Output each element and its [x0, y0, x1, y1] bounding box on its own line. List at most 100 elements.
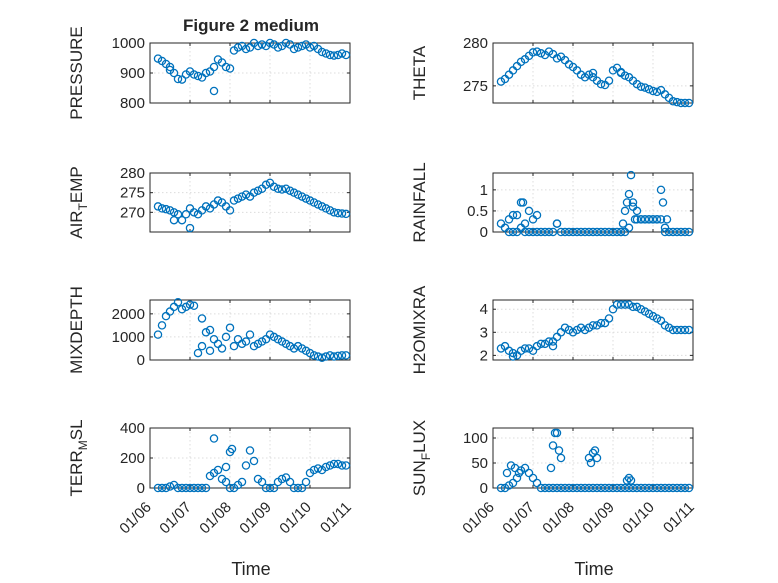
data-point — [313, 464, 323, 473]
y-tick-label: 2000 — [112, 306, 145, 323]
data-point — [269, 483, 279, 493]
data-point — [588, 227, 598, 237]
data-point — [221, 462, 231, 472]
data-point — [658, 198, 668, 207]
subplot-8: 0 50 100 01/06 01/07 01/08 01/09 01/10 01/11 SUNF… — [410, 420, 698, 538]
data-point — [604, 314, 614, 323]
data-point — [165, 62, 175, 72]
data-point — [329, 208, 339, 217]
data-point — [632, 206, 642, 216]
data-point — [189, 301, 199, 311]
data-point — [225, 483, 235, 493]
data-point — [173, 210, 183, 219]
data-point — [221, 62, 231, 72]
data-point — [281, 38, 291, 48]
data-point — [668, 227, 678, 237]
data-point — [209, 86, 219, 96]
data-point — [520, 344, 530, 353]
x-tick-label: 01/08 — [539, 499, 578, 538]
data-point — [596, 318, 606, 328]
data-point — [301, 194, 311, 203]
y-tick-label: 280 — [120, 165, 145, 182]
data-point — [576, 227, 586, 237]
subplot-3: 270 275 280 AIRTEMP — [67, 165, 351, 239]
data-point — [668, 325, 678, 335]
data-point — [652, 215, 662, 224]
data-point — [193, 71, 203, 81]
data-point — [608, 483, 618, 493]
data-point — [564, 483, 574, 493]
data-point — [564, 227, 574, 237]
data-point — [556, 453, 566, 463]
x-tick-label: 01/07 — [156, 499, 195, 538]
data-point — [584, 483, 594, 493]
data-point — [548, 341, 558, 351]
data-point — [249, 188, 259, 197]
data-point — [169, 302, 179, 312]
data-point — [508, 66, 518, 75]
data-point — [660, 483, 670, 493]
data-point — [229, 196, 239, 205]
data-point — [333, 208, 343, 218]
data-point — [309, 465, 319, 475]
data-point — [185, 223, 195, 233]
data-point — [293, 43, 303, 52]
data-point — [626, 476, 636, 485]
data-point — [305, 196, 315, 205]
data-point — [273, 184, 283, 193]
data-point — [600, 483, 610, 493]
subplot-6: 2 3 4 H2OMIXRA — [410, 285, 694, 374]
data-point — [624, 483, 634, 493]
data-point — [285, 477, 295, 487]
data-point — [309, 198, 319, 207]
data-point — [648, 215, 658, 224]
data-point — [265, 38, 275, 48]
data-point — [321, 204, 331, 213]
data-point — [572, 483, 582, 493]
data-point — [165, 482, 175, 491]
data-point — [325, 50, 335, 60]
data-point — [321, 352, 331, 361]
data-point — [644, 483, 654, 493]
data-point — [157, 204, 167, 213]
data-point — [333, 459, 343, 469]
data-point — [277, 474, 287, 484]
data-point — [668, 97, 678, 106]
data-point — [524, 227, 534, 237]
data-point — [644, 85, 654, 94]
data-point — [532, 227, 542, 237]
data-point — [337, 461, 347, 470]
data-point — [213, 339, 223, 349]
data-point — [337, 49, 347, 58]
data-point — [648, 86, 658, 96]
y-tick-label: 0 — [137, 480, 145, 497]
subplot-1: 800 900 1000 PRESSURE — [67, 26, 351, 120]
data-point — [592, 453, 602, 463]
y-tick-label: 0.5 — [467, 203, 488, 220]
data-point — [548, 483, 558, 493]
data-point — [622, 198, 632, 207]
data-point — [281, 184, 291, 193]
x-tick-label: 01/11 — [317, 499, 355, 537]
y-tick-label: 0 — [480, 480, 488, 497]
axes-box — [149, 299, 351, 361]
data-point — [590, 446, 600, 455]
data-point — [652, 483, 662, 493]
data-point — [604, 76, 614, 85]
data-point — [636, 483, 646, 493]
data-point — [552, 54, 562, 63]
x-tick-label: 01/09 — [236, 499, 275, 538]
data-point — [664, 483, 674, 493]
data-point — [177, 215, 187, 225]
data-point — [556, 227, 566, 237]
y-tick-label: 2 — [480, 347, 488, 364]
data-point — [237, 192, 247, 201]
data-point — [329, 459, 339, 469]
data-point — [277, 185, 287, 194]
data-point — [221, 477, 231, 487]
y-tick-label: 200 — [120, 450, 145, 467]
grid — [150, 300, 350, 361]
x-axis-label-right: Time — [574, 559, 613, 579]
data-point — [193, 483, 203, 493]
